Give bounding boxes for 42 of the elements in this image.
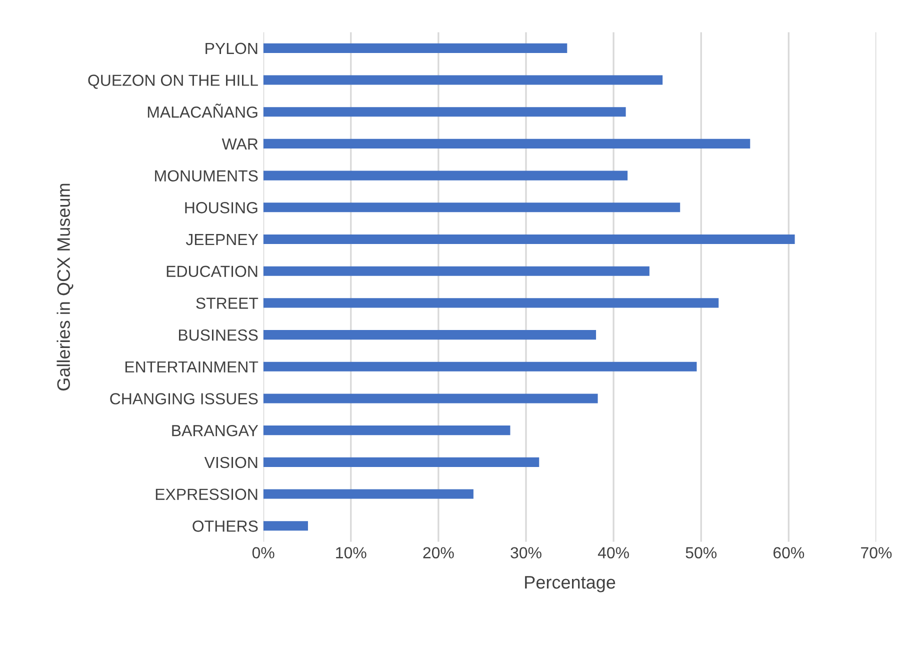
x-tick-label: 70%	[861, 547, 892, 558]
bar	[263, 457, 540, 467]
bar	[263, 330, 596, 340]
x-tick-label: 0%	[252, 547, 274, 558]
bar	[263, 426, 510, 436]
x-tick-label: 60%	[773, 547, 804, 558]
bar	[263, 170, 628, 180]
y-tick-label: QUEZON ON THE HILL	[88, 74, 258, 89]
bar	[263, 521, 308, 531]
bar	[263, 107, 626, 117]
x-axis-title: Percentage	[525, 576, 616, 592]
bar	[263, 489, 474, 499]
bar	[263, 266, 650, 276]
bar	[263, 394, 598, 404]
y-tick-label: OTHERS	[192, 520, 258, 532]
x-tick-label: 10%	[336, 547, 366, 558]
y-tick-label: HOUSING	[185, 202, 258, 214]
bar	[263, 202, 680, 212]
y-tick-label: BUSINESS	[178, 329, 258, 341]
y-tick-label: VISION	[204, 456, 258, 468]
y-tick-label: EXPRESSION	[156, 488, 258, 500]
y-tick-label: WAR	[222, 138, 258, 150]
bar	[263, 43, 568, 53]
y-tick-label: MONUMENTS	[155, 170, 258, 182]
y-tick-label: CHANGING ISSUES	[110, 393, 258, 404]
bar	[263, 234, 795, 244]
bar	[263, 298, 719, 308]
y-tick-label: BARANGAY	[172, 424, 258, 436]
bar	[263, 138, 750, 148]
y-tick-label: STREET	[196, 298, 258, 309]
y-tick-label: MALACAÑANG	[148, 104, 258, 118]
bar	[263, 75, 663, 85]
y-tick-label: PYLON	[206, 42, 258, 54]
y-axis-title: Galleries in QCX Museum	[56, 184, 74, 390]
x-tick-label: 20%	[423, 547, 454, 558]
y-tick-label: ENTERTAINMENT	[125, 361, 258, 372]
x-tick-label: 30%	[510, 547, 542, 558]
y-tick-label: EDUCATION	[166, 266, 258, 278]
bar	[263, 362, 697, 372]
x-tick-label: 50%	[686, 547, 717, 558]
y-tick-label: JEEPNEY	[186, 234, 258, 246]
x-tick-label: 40%	[598, 547, 629, 558]
